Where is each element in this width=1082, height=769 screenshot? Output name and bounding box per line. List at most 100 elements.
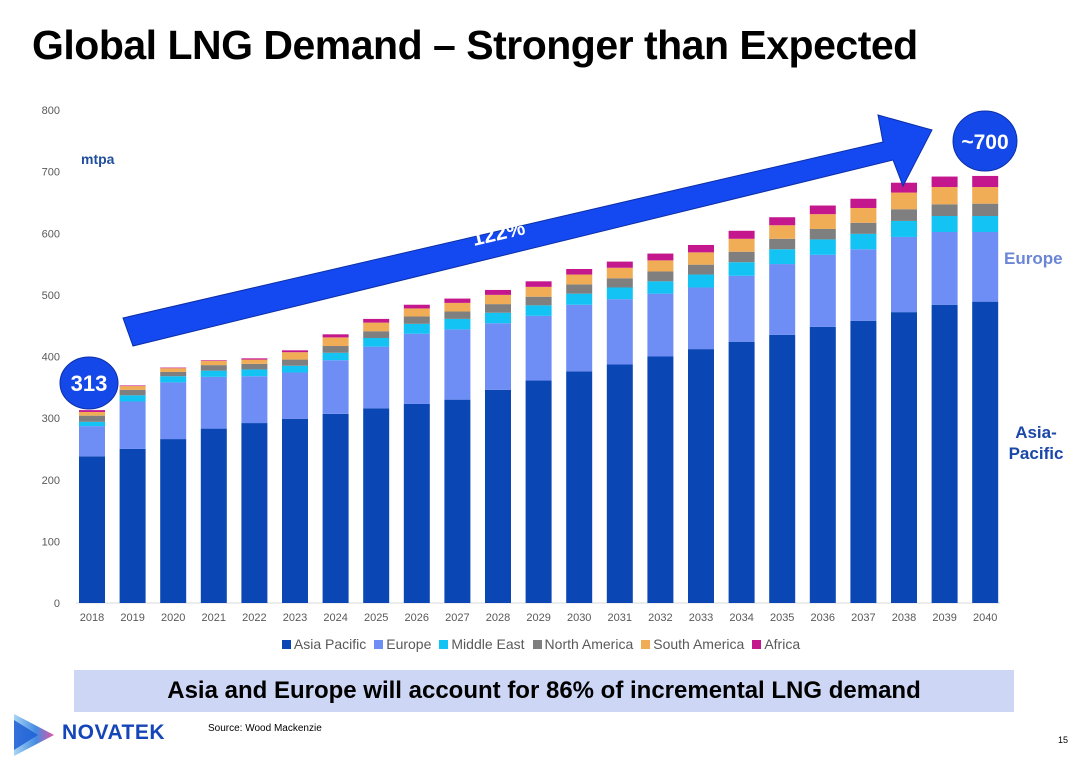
x-tick-label: 2019 (120, 612, 144, 624)
bar-segment-north-america (647, 271, 674, 282)
legend-swatch (374, 640, 384, 649)
bar-segment-north-america (850, 222, 877, 234)
bar-segment-middle-east (403, 323, 430, 334)
bar-segment-north-america (688, 264, 714, 275)
bar-segment-south-america (363, 322, 390, 332)
bar-stack-2038 (891, 182, 917, 603)
bar-segment-north-america (809, 228, 836, 240)
x-tick-label: 2024 (323, 612, 347, 624)
bar-stack-2031 (606, 261, 633, 603)
side-label-asia-pacific-text: Asia-Pacific (1008, 423, 1064, 463)
bar-segment-north-america (79, 415, 105, 422)
bar-segment-africa (931, 176, 958, 188)
bar-segment-africa (322, 334, 349, 338)
bar-segment-asia-pacific (931, 304, 958, 603)
legend-label: Middle East (451, 636, 525, 652)
bar-segment-north-america (525, 296, 552, 306)
bar-segment-europe (485, 323, 511, 390)
bar-stack-2030 (566, 268, 593, 603)
bar-segment-south-america (160, 368, 187, 372)
bar-segment-europe (566, 304, 593, 372)
y-tick-label: 100 (42, 536, 60, 548)
bar-segment-asia-pacific (525, 380, 552, 603)
bar-segment-europe (160, 382, 187, 440)
legend-swatch (439, 640, 449, 649)
legend-item: North America (532, 636, 633, 652)
bar-segment-asia-pacific (282, 418, 308, 603)
bar-segment-south-america (485, 294, 511, 305)
bar-segment-asia-pacific (444, 399, 471, 603)
bar-segment-europe (606, 299, 633, 365)
bar-segment-middle-east (769, 249, 796, 265)
x-tick-label: 2030 (567, 612, 591, 624)
bar-segment-europe (444, 329, 471, 400)
legend-swatch (641, 640, 651, 649)
bar-segment-europe (728, 275, 755, 342)
bar-segment-middle-east (282, 365, 308, 373)
bar-segment-africa (728, 230, 755, 239)
y-tick-label: 400 (42, 352, 60, 364)
chart-legend: Asia Pacific Europe Middle East North Ameri… (0, 636, 1082, 652)
bar-segment-south-america (200, 360, 227, 366)
bar-segment-north-america (322, 346, 349, 353)
bar-segment-africa (119, 385, 146, 387)
bar-segment-africa (769, 217, 796, 226)
bar-segment-europe (809, 254, 836, 327)
x-tick-label: 2029 (526, 612, 550, 624)
bar-segment-north-america (282, 359, 308, 366)
bar-stack-2019 (119, 385, 146, 603)
legend-swatch (532, 640, 542, 649)
bar-segment-asia-pacific (200, 428, 227, 603)
y-tick-label: 0 (54, 598, 60, 610)
bar-segment-middle-east (850, 233, 877, 250)
y-axis: 0 100 200 300 400 500 600 700 800 (42, 105, 60, 610)
x-tick-label: 2018 (80, 612, 104, 624)
bar-segment-asia-pacific (688, 349, 714, 603)
bar-stack-2021 (200, 360, 227, 603)
bar-segment-north-america (241, 363, 268, 370)
bar-segment-africa (200, 360, 227, 361)
bar-segment-asia-pacific (606, 364, 633, 603)
bar-segment-africa (525, 281, 552, 287)
bar-segment-south-america (444, 302, 471, 312)
bar-segment-south-america (972, 187, 999, 204)
bar-stack-2022 (241, 358, 268, 603)
bar-segment-africa (972, 175, 999, 188)
bar-segment-north-america (363, 331, 390, 339)
legend-item: Middle East (439, 636, 525, 652)
bar-segment-africa (160, 367, 187, 369)
bar-segment-africa (850, 198, 877, 208)
bar-segment-asia-pacific (728, 341, 755, 603)
bar-segment-south-america (647, 260, 674, 272)
bar-segment-europe (525, 315, 552, 381)
x-tick-label: 2023 (283, 612, 307, 624)
legend-item: South America (641, 636, 744, 652)
bar-segment-north-america (566, 284, 593, 294)
bar-segment-middle-east (728, 262, 755, 276)
bar-segment-europe (647, 293, 674, 357)
y-tick-label: 600 (42, 228, 60, 240)
bar-segment-europe (241, 376, 268, 424)
bar-segment-europe (688, 287, 714, 350)
bar-segment-africa (241, 358, 268, 360)
bar-segment-africa (363, 318, 390, 323)
bar-segment-north-america (200, 365, 227, 371)
bar-segment-europe (119, 401, 146, 449)
bar-stack-2035 (769, 217, 796, 603)
bar-segment-south-america (891, 192, 917, 210)
bar-segment-africa (403, 304, 430, 309)
side-label-asia-pacific: Asia-Pacific (1004, 422, 1068, 464)
bar-stack-2020 (160, 367, 187, 603)
bar-segment-north-america (485, 304, 511, 313)
bar-segment-africa (282, 350, 308, 353)
x-tick-label: 2032 (648, 612, 672, 624)
bar-segment-south-america (566, 274, 593, 285)
x-tick-label: 2026 (405, 612, 429, 624)
bar-segment-europe (891, 236, 917, 313)
bar-segment-europe (403, 333, 430, 404)
x-tick-label: 2025 (364, 612, 388, 624)
bar-segment-middle-east (119, 395, 146, 402)
bar-stack-2040 (972, 175, 999, 603)
bar-segment-asia-pacific (972, 301, 999, 603)
